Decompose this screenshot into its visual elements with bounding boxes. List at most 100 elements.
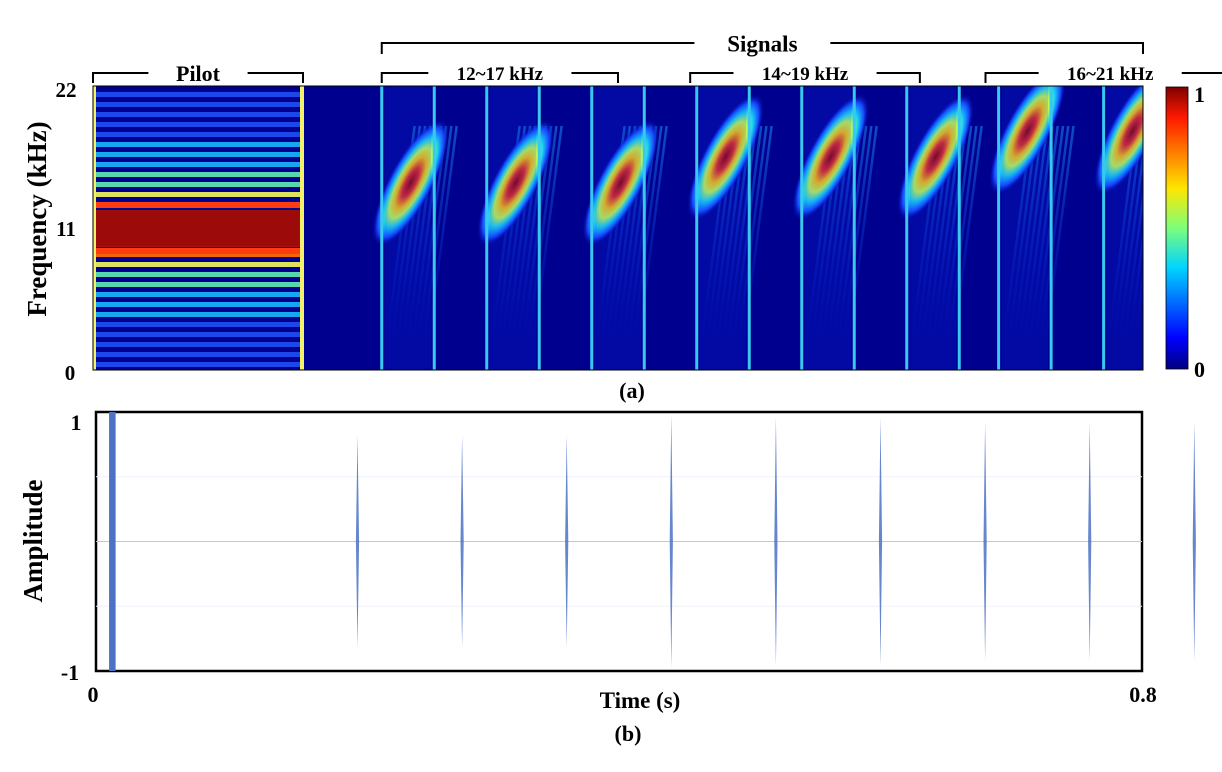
chirp-blob [897,93,975,221]
chirp-column [699,86,747,370]
pilot-stripe [93,192,303,197]
spectrogram-frame [92,85,1144,371]
chirp [687,86,773,370]
pilot-stripe [93,342,303,347]
chirp-edge-left [997,86,1001,370]
chirp-streak [631,125,663,351]
chirp-edge-left [1102,86,1106,370]
chirp-streak [935,125,968,351]
pilot-burst [109,412,116,671]
chirp-streak [736,125,768,351]
chirp-column [489,86,537,370]
chirp-streak [1132,269,1143,351]
chirp-blob [477,119,555,247]
chirp-streak [426,125,458,351]
pilot-stripe [93,322,303,327]
pulse [1192,422,1196,661]
chirp-edge-left [695,86,699,370]
pilot-core-edge [93,248,303,254]
chirp-streak [941,125,973,351]
chirp-edge-left [380,86,384,370]
pilot-stripe [93,312,303,317]
chirp-edge-right [747,86,751,370]
waveform-ytick-top: 1 [71,410,82,435]
chirp [477,86,563,370]
pilot-stripe [93,152,303,157]
chirp-streak [1038,125,1070,351]
pilot-band [93,86,304,370]
chirp-column [594,86,642,370]
chirp-blob [1093,86,1143,195]
chirp-streak [741,125,773,351]
spectrogram-ytick-11: 11 [56,217,76,241]
chirp-group [372,86,1222,370]
pilot-group-bracket [92,72,304,83]
pilot-stripe [93,102,303,107]
chirp-column [384,86,432,370]
pilot-stripe [93,122,303,127]
pulse [565,435,569,648]
colorbar [1165,86,1189,370]
chirp-streak [526,125,558,351]
pulse [355,435,360,648]
pilot-stripe [93,142,303,147]
panel-label-a: (a) [619,378,645,403]
pilot-stripe [93,112,303,117]
pilot-stripe [93,292,303,297]
chirp-edge-left [485,86,489,370]
waveform-ylabel: Amplitude [18,479,48,602]
chirp-streak [1043,125,1075,351]
signals-group-bracket [380,42,1144,54]
chirp-streak [1011,125,1044,351]
pilot-stripe [93,182,303,187]
spectrogram-ylabel: Frequency (kHz) [22,121,52,316]
panel-label-b: (b) [615,721,642,746]
band-16-21-group-bracket [984,72,1222,83]
chirp-streak [1213,126,1222,350]
colorbar-min-label: 0 [1194,357,1205,382]
chirp-blob [988,86,1067,195]
chirp-edge-right [432,86,436,370]
chirp [988,86,1075,370]
pilot-stripe [93,332,303,337]
waveform-grid [96,476,1142,607]
chirp-streak [1218,126,1222,350]
chirp-streak [1032,125,1065,351]
signals-group-label: Signals [727,31,797,56]
chirp-edge-left [905,86,909,370]
chirp-edge-right [642,86,646,370]
chirp-streak [421,125,453,351]
band-12-17-group-bracket [380,72,619,83]
pilot-stripe [93,352,303,357]
chirp-streak [846,125,878,351]
pulse [774,417,778,666]
pilot-stripe [93,262,303,267]
chirp-streak [1127,228,1143,351]
chirp-blob [372,119,450,247]
pulse [460,435,464,648]
pilot-stripe [93,282,303,287]
band-16-21-group-label: 16~21 kHz [1067,64,1154,85]
chirp-streak [725,125,758,351]
band-12-17-group-label: 12~17 kHz [457,64,544,85]
chirp-blob [687,93,765,221]
chirp [372,86,458,370]
group-brackets: Pilot Signals 12~17 kHz 14~19 kHz 16~21 kHz [92,31,1222,86]
chirp-streak [830,125,863,351]
pulse [1088,422,1092,661]
pilot-stripe [93,252,303,257]
pilot-stripe [93,172,303,177]
chirp [582,86,668,370]
colorbar-max-label: 1 [1194,82,1205,107]
chirp-column [909,86,957,370]
pilot-group-label: Pilot [176,61,221,86]
band-14-19-group-label: 14~19 kHz [762,64,849,85]
chirp-edge-left [800,86,804,370]
chirp-streak [1017,125,1049,351]
chirp-blob [792,93,870,221]
chirp-streak [1116,147,1143,351]
pilot-core-edge [93,202,303,208]
chirp-edge-right [957,86,961,370]
chirp-edge-right [537,86,541,370]
pulse [878,417,883,666]
